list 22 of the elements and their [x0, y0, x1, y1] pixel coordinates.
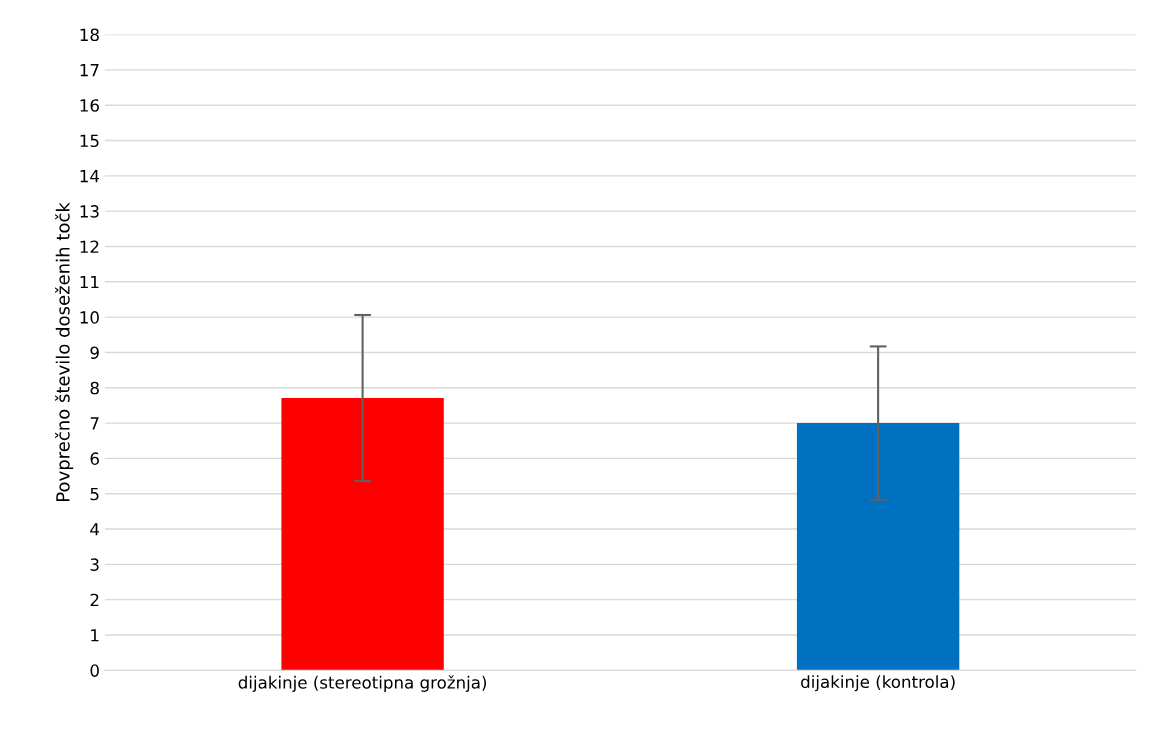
- y-tick-label: 6: [90, 452, 99, 465]
- y-tick-label: 9: [90, 346, 99, 359]
- y-tick-label: 7: [90, 417, 99, 430]
- y-tick-label: 11: [80, 275, 99, 289]
- y-tick-label: 0: [90, 664, 99, 677]
- y-tick-label: 2: [90, 593, 99, 607]
- y-tick-label: 14: [80, 170, 100, 183]
- y-tick-label: 15: [80, 134, 99, 148]
- y-tick-label: 5: [90, 487, 99, 501]
- y-tick-label: 17: [80, 64, 99, 77]
- y-tick-label: 10: [80, 311, 99, 324]
- y-tick-label: 13: [80, 205, 99, 218]
- y-tick-label: 12: [80, 240, 99, 253]
- y-tick-label: 3: [90, 558, 99, 571]
- y-tick-label: 16: [80, 99, 99, 112]
- y-tick-label: 8: [90, 381, 99, 395]
- x-tick-label: dijakinje (kontrola): [801, 675, 955, 692]
- y-axis-title: Povprečno število doseženih točk: [55, 202, 74, 501]
- x-tick-label: dijakinje (stereotipna grožnja): [238, 675, 487, 692]
- y-tick-label: 4: [90, 523, 100, 536]
- y-tick-label: 18: [80, 28, 99, 42]
- y-tick-label: 1: [91, 629, 99, 642]
